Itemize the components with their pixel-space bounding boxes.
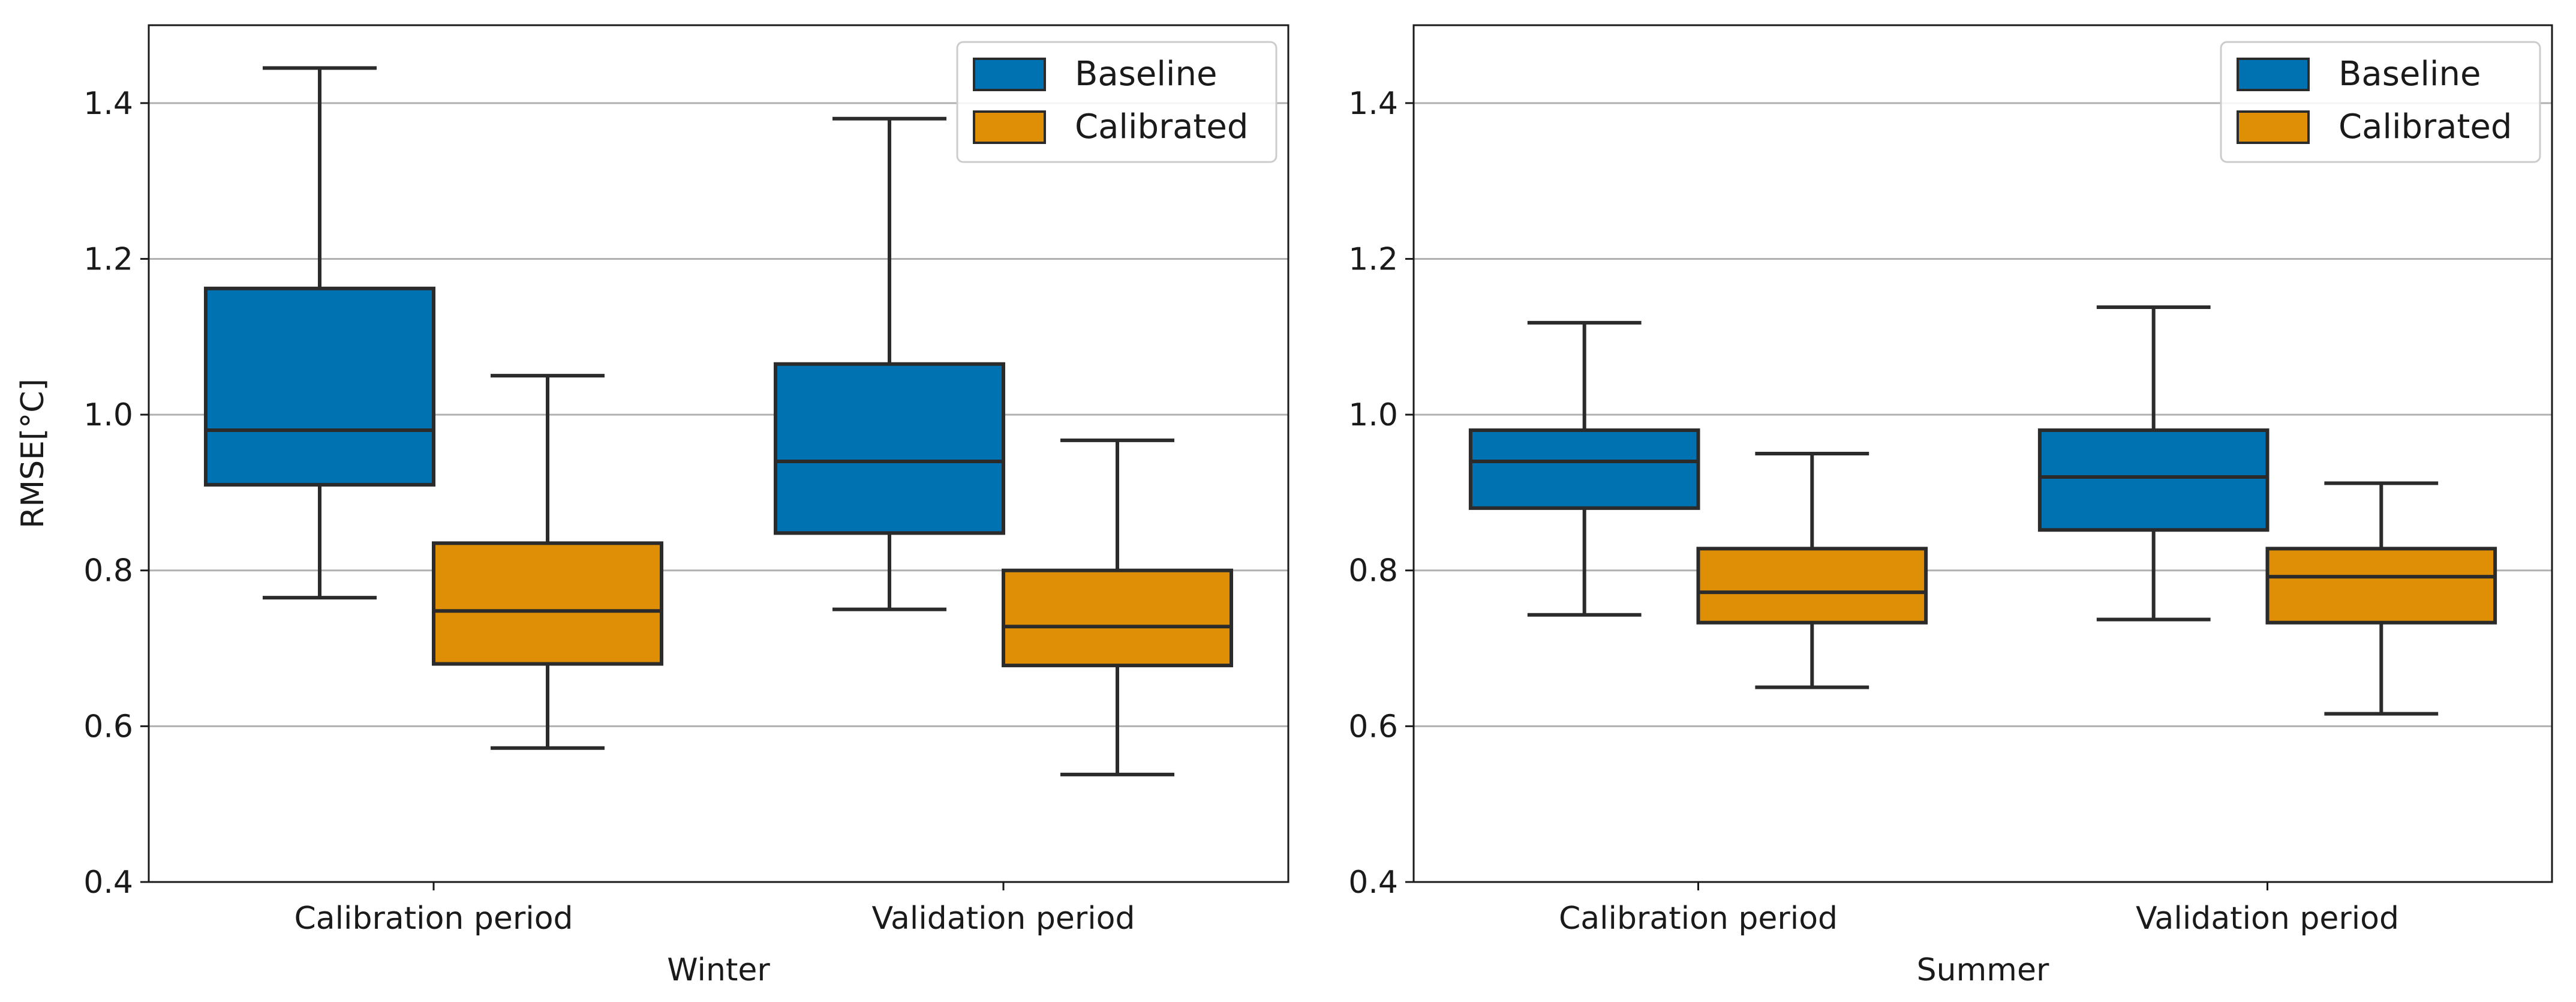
legend-swatch-baseline <box>2237 58 2310 91</box>
y-tick-label: 1.0 <box>83 397 133 433</box>
legend-label-calibrated: Calibrated <box>2338 107 2512 146</box>
box-baseline-1-iqr <box>1468 428 1700 510</box>
y-tick-label: 1.0 <box>1348 397 1398 433</box>
plot-frame <box>148 24 1289 883</box>
legend-swatch-baseline <box>973 58 1046 91</box>
box-calibrated-1-iqr <box>432 541 663 666</box>
y-tick-label: 1.4 <box>1348 86 1398 122</box>
y-tick-label: 0.4 <box>1348 865 1398 901</box>
legend-swatch-calibrated <box>973 110 1046 144</box>
box-calibrated-2-iqr <box>1002 568 1233 668</box>
box-calibrated-2-iqr <box>2265 547 2497 625</box>
x-tick-label: Calibration period <box>294 901 573 937</box>
legend-label-calibrated: Calibrated <box>1075 107 1248 146</box>
y-axis-label: RMSE[°C] <box>15 379 51 529</box>
y-tick-label: 1.2 <box>1348 241 1398 277</box>
legend-swatch-calibrated <box>2237 110 2310 144</box>
y-tick-label: 0.8 <box>1348 553 1398 589</box>
legend-label-baseline: Baseline <box>1075 55 1217 94</box>
box-baseline-2-iqr <box>774 362 1005 535</box>
box-calibrated-1-iqr <box>1696 547 1928 625</box>
y-tick-label: 0.6 <box>83 709 133 745</box>
box-baseline-2-iqr <box>2037 428 2270 532</box>
y-tick-label: 0.6 <box>1348 709 1398 745</box>
y-tick-label: 1.4 <box>83 86 133 122</box>
plot-frame <box>1412 24 2553 883</box>
x-tick-label: Validation period <box>872 901 1135 937</box>
legend-label-baseline: Baseline <box>2338 55 2481 94</box>
box-baseline-1-iqr <box>204 286 435 487</box>
x-axis-label: Winter <box>667 952 770 988</box>
y-tick-label: 0.4 <box>83 865 133 901</box>
y-tick-label: 0.8 <box>83 553 133 589</box>
x-tick-label: Calibration period <box>1559 901 1838 937</box>
y-tick-label: 1.2 <box>83 241 133 277</box>
x-tick-label: Validation period <box>2136 901 2399 937</box>
x-axis-label: Summer <box>1917 952 2049 988</box>
